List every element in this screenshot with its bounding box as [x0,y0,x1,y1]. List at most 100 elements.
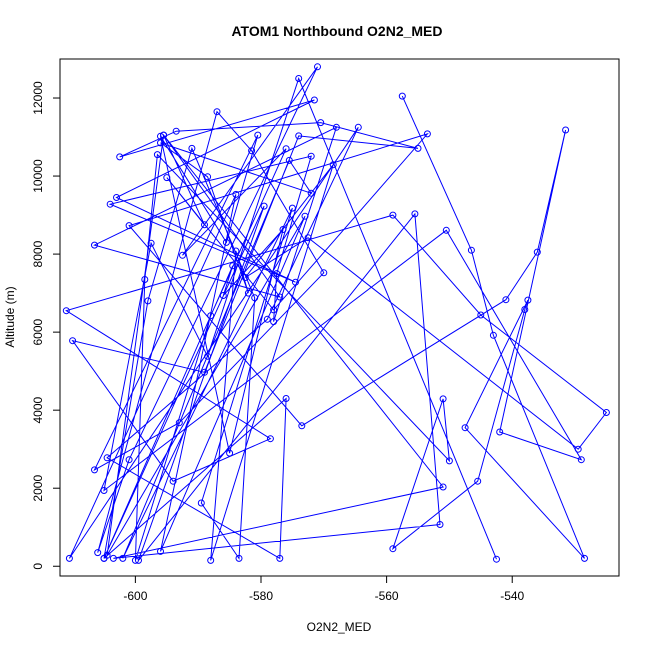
data-point [285,156,293,164]
data-point [439,395,447,403]
data-point [144,297,152,305]
data-point [295,132,303,140]
y-tick-label: 2000 [31,475,45,502]
data-point [94,549,102,557]
data-point [119,554,127,562]
data-point [301,212,309,220]
data-point [502,296,510,304]
data-point [241,274,249,281]
data-point [157,132,164,140]
data-point [157,139,164,147]
data-point [496,428,504,436]
data-point [169,477,177,485]
y-tick-label: 6000 [31,318,45,345]
data-point [219,292,227,299]
data-point [172,127,180,135]
data-point [295,75,303,82]
data-point [317,119,325,127]
data-point [288,204,296,212]
data-point [62,307,70,315]
data-point [222,238,230,246]
data-point [270,306,278,314]
data-point [581,554,588,562]
y-tick-label: 0 [31,563,45,570]
x-axis-title: O2N2_MED [307,620,372,634]
x-tick-label: -580 [249,589,273,603]
data-point [125,456,133,464]
data-point [157,547,164,555]
data-point [147,239,155,247]
data-point [201,368,208,376]
data-point [116,153,124,161]
plot-frame [59,58,620,577]
data-point [493,555,500,563]
data-point [65,554,73,562]
data-point [292,278,299,286]
data-point [602,409,610,416]
data-point [389,545,397,553]
data-point [251,294,259,302]
y-tick-label: 10000 [31,159,45,193]
data-point [103,454,111,462]
data-point [461,424,469,432]
data-point [574,445,582,453]
data-point [354,123,362,131]
data-point [577,456,585,464]
data-point [153,151,161,159]
data-point [533,248,541,256]
data-point [389,211,397,219]
data-point [304,234,312,242]
data-point [260,202,268,210]
data-point [204,173,212,181]
data-point [201,221,208,229]
data-point [524,296,532,304]
data-point [106,200,114,208]
data-point [266,435,274,443]
x-tick-label: -600 [123,589,147,603]
y-tick-label: 8000 [31,240,45,267]
data-point [141,276,149,283]
data-point [263,315,271,323]
data-point [314,63,321,71]
data-point [179,251,186,259]
data-point [244,289,252,297]
data-point [100,554,108,562]
data-point [254,131,262,139]
y-axis-title: Altitude (m) [3,286,17,347]
data-point [474,477,482,485]
data-point [439,483,447,491]
series-line [65,66,608,561]
data-point [282,395,290,402]
data-point [521,306,529,313]
data-point [467,246,475,254]
data-point [213,108,221,116]
data-point [100,487,108,494]
data-point [279,226,287,233]
data-point [307,189,315,197]
plot-area [62,63,610,564]
data-point [320,269,328,277]
x-tick-label: -560 [375,589,399,603]
chart-title: ATOM1 Northbound O2N2_MED [231,23,442,39]
data-point [113,194,120,201]
data-point [207,312,215,320]
data-point [414,144,422,152]
y-axis: 0 2000 4000 6000 8000 10000 12000 [31,81,60,570]
data-point [332,123,340,131]
data-point [411,210,419,218]
data-point [436,521,444,528]
y-tick-label: 12000 [31,81,45,115]
data-point [207,556,215,564]
data-point [477,311,485,319]
data-point [109,554,117,562]
x-axis: -600 -580 -560 -540 [123,576,525,603]
data-point [307,152,315,160]
data-point [329,161,337,169]
data-point [310,96,318,104]
data-point [226,449,234,457]
data-point [276,554,284,562]
data-point [69,337,77,345]
data-point [175,419,183,427]
data-point [232,247,240,255]
